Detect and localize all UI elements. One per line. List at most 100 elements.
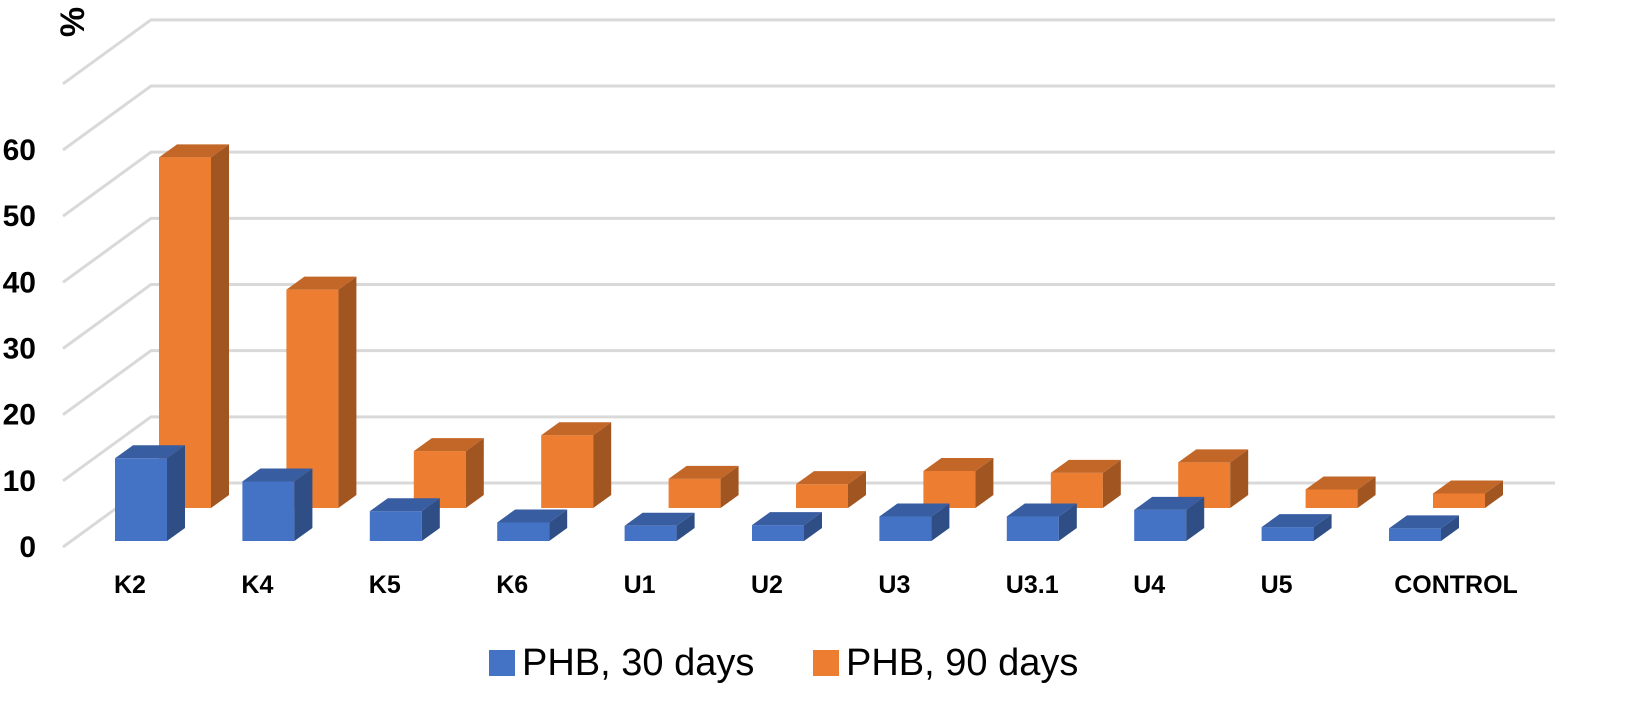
bars <box>115 144 1503 541</box>
bar-side <box>1102 459 1121 508</box>
bar-side <box>676 512 695 541</box>
y-tick-label: 40 <box>3 266 36 299</box>
bar-side <box>1357 476 1376 508</box>
y-tick-label: 10 <box>3 465 36 498</box>
bar-top <box>1006 503 1077 517</box>
gridline <box>62 349 1555 416</box>
bar-30-days-k6 <box>497 509 568 541</box>
x-axis-ticks: K2 K4 K5 K6 U1 U2 U3 U3.1 U4 U5 CONTROL <box>114 571 1518 599</box>
bar-30-days-control <box>1389 515 1459 541</box>
bar-side <box>1313 514 1332 541</box>
x-tick-label: CONTROL <box>1394 571 1518 599</box>
bar-top <box>879 503 950 517</box>
y-tick-label: 60 <box>3 134 36 167</box>
bar-90-days-u1 <box>668 465 739 508</box>
bar-30-days-k4 <box>242 468 313 541</box>
bar-front <box>796 484 848 508</box>
bar-front <box>668 478 721 508</box>
bar-top <box>159 144 229 158</box>
bar-front <box>369 511 422 541</box>
bar-side <box>975 457 994 508</box>
bar-90-days-control <box>1433 480 1503 508</box>
legend-swatch-30-days <box>489 650 515 676</box>
bar-top <box>1134 496 1205 510</box>
bar-30-days-u2 <box>752 512 822 541</box>
bar-side <box>167 445 185 541</box>
bar-front <box>541 435 594 508</box>
y-tick-label: 0 <box>19 531 36 564</box>
bar-front <box>497 522 550 541</box>
x-tick-label: U3.1 <box>1006 571 1059 599</box>
bar-top <box>1433 480 1503 494</box>
bar-top <box>541 422 612 436</box>
bar-top <box>1305 476 1376 490</box>
bar-side <box>1230 449 1249 508</box>
bar-top <box>1178 449 1249 463</box>
bar-side <box>294 468 313 541</box>
bar-top <box>1389 515 1459 529</box>
bar-90-days-k5 <box>413 438 484 508</box>
bar-top <box>497 509 568 523</box>
gridline <box>62 283 1555 350</box>
bar-front <box>115 458 167 541</box>
bar-top <box>624 512 695 526</box>
bar-top <box>242 468 313 482</box>
bar-side <box>804 512 822 541</box>
x-tick-label: U3 <box>878 571 910 599</box>
bar-30-days-u5 <box>1261 514 1332 541</box>
bar-top <box>752 512 822 526</box>
bar-side <box>211 144 229 509</box>
gridline <box>62 84 1555 152</box>
bar-side <box>848 471 866 508</box>
bar-90-days-u5 <box>1305 476 1376 508</box>
bar-top <box>1050 459 1121 473</box>
bar-top <box>286 276 357 290</box>
legend: PHB, 30 days PHB, 90 days <box>489 642 1078 684</box>
bar-30-days-u3-1 <box>1006 503 1077 541</box>
bar-front <box>752 525 804 541</box>
bar-30-days-k2 <box>115 445 185 541</box>
y-tick-label: 20 <box>3 399 36 432</box>
bar-30-days-k5 <box>369 498 440 541</box>
y-tick-label: 50 <box>3 200 36 233</box>
bar-side <box>465 438 484 508</box>
bar-front <box>1050 472 1103 508</box>
bar-30-days-u3 <box>879 503 950 541</box>
bar-30-days-u4 <box>1134 496 1205 541</box>
bar-side <box>931 503 950 541</box>
bar-side <box>1441 515 1459 541</box>
bar-side <box>421 498 440 541</box>
bar-top <box>115 445 185 459</box>
bar-90-days-u3-1 <box>1050 459 1121 508</box>
legend-label-30-days: PHB, 30 days <box>522 642 754 684</box>
bar-90-days-k6 <box>541 422 612 508</box>
gridlines <box>62 18 1555 549</box>
bar-front <box>879 516 932 541</box>
x-tick-label: U5 <box>1261 571 1293 599</box>
x-tick-label: U2 <box>751 571 783 599</box>
gridline <box>62 415 1555 483</box>
bar-side <box>549 509 568 541</box>
bar-front <box>1261 527 1314 541</box>
bar-top <box>923 457 994 471</box>
bar-front <box>242 481 295 541</box>
bar-side <box>720 465 739 508</box>
y-axis-ticks: 0 10 20 30 40 50 60 <box>3 134 36 564</box>
gridline <box>62 150 1555 218</box>
bar-side <box>338 276 357 508</box>
bar-top <box>796 471 866 485</box>
bar-side <box>1058 503 1077 541</box>
bar-front <box>1006 516 1059 541</box>
bar-front <box>923 470 976 508</box>
bar-top <box>668 465 739 479</box>
gridline <box>62 18 1555 86</box>
x-tick-label: K2 <box>114 571 146 599</box>
legend-swatch-90-days <box>813 650 839 676</box>
y-tick-label: 30 <box>3 332 36 365</box>
bar-side <box>1485 480 1503 508</box>
bar-30-days-u1 <box>624 512 695 541</box>
bar-top <box>413 438 484 452</box>
legend-label-90-days: PHB, 90 days <box>846 642 1078 684</box>
x-tick-label: U1 <box>624 571 656 599</box>
